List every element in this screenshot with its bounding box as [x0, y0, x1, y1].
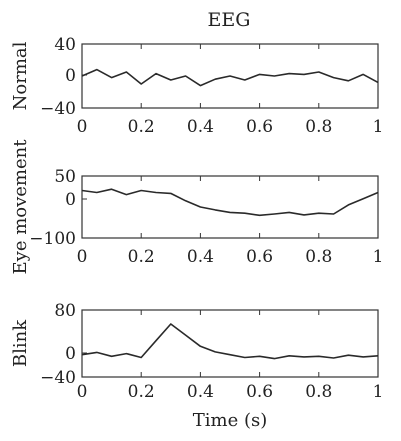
- x-tick-label: 0: [77, 247, 88, 267]
- x-tick-label: 0.4: [187, 247, 214, 267]
- y-tick-label: 40: [54, 35, 76, 55]
- panel-frame: [81, 309, 379, 378]
- panel-frame: [81, 175, 379, 239]
- y-tick-label: 80: [54, 301, 76, 321]
- x-tick-label: 0.6: [246, 382, 273, 402]
- x-tick-label: 0.8: [305, 117, 332, 137]
- x-tick-label: 0: [77, 382, 88, 402]
- series-line: [81, 323, 379, 360]
- x-axis-label: Time (s): [193, 410, 268, 431]
- y-tick-label: −40: [40, 99, 76, 119]
- x-tick-label: 0.8: [305, 382, 332, 402]
- y-axis-label: Normal: [10, 41, 31, 110]
- x-tick-label: 0.2: [128, 382, 155, 402]
- y-axis-label: Blink: [10, 319, 31, 367]
- x-tick-label: 1: [373, 117, 384, 137]
- x-tick-label: 1: [373, 247, 384, 267]
- x-tick-label: 0.8: [305, 247, 332, 267]
- y-tick-label: −100: [29, 229, 76, 249]
- x-tick-label: 0.2: [128, 247, 155, 267]
- y-tick-label: −40: [40, 368, 76, 388]
- x-tick-label: 0: [77, 117, 88, 137]
- x-tick-label: 0.4: [187, 382, 214, 402]
- series-line: [81, 68, 379, 87]
- x-tick-label: 0.6: [246, 117, 273, 137]
- y-axis-label: Eye movement: [10, 139, 31, 275]
- x-tick-label: 0.6: [246, 247, 273, 267]
- y-tick-label: 0: [65, 66, 76, 86]
- chart-title: EEG: [208, 9, 251, 31]
- y-tick-label: 50: [54, 167, 76, 187]
- series-line: [81, 188, 379, 217]
- y-tick-label: 0: [65, 190, 76, 210]
- y-tick-label: 0: [65, 344, 76, 364]
- x-tick-label: 1: [373, 382, 384, 402]
- x-tick-label: 0.2: [128, 117, 155, 137]
- x-tick-label: 0.4: [187, 117, 214, 137]
